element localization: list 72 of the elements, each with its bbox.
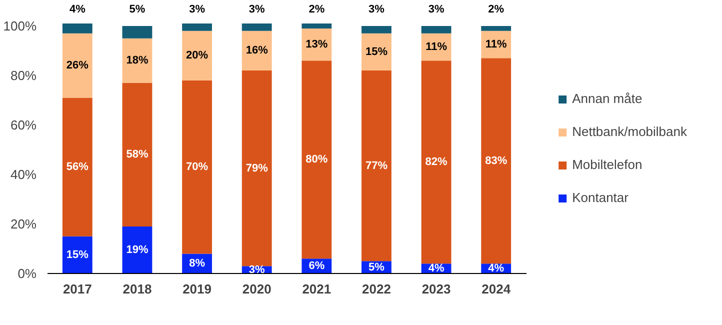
x-tick-label: 2020 <box>242 282 272 296</box>
bar <box>242 24 272 31</box>
data-label: 8% <box>189 258 206 270</box>
data-label: 11% <box>485 38 508 51</box>
data-label: 70% <box>186 161 208 174</box>
x-tick-label: 2019 <box>182 282 212 296</box>
data-label: 3% <box>248 264 266 276</box>
data-label: 58% <box>126 148 148 161</box>
bar <box>122 82 152 226</box>
legend-label: Kontantar <box>572 190 628 205</box>
x-tick-label: 2024 <box>482 282 512 296</box>
x-tick-label: 2023 <box>422 282 451 296</box>
legend-label: Mobiltelefon <box>572 157 642 172</box>
legend-label: Nettbank/mobilbank <box>572 124 687 139</box>
data-label: 3% <box>368 4 385 16</box>
data-label: 4% <box>488 262 504 275</box>
bar <box>182 30 212 80</box>
x-tick-label: 2018 <box>122 282 152 296</box>
y-tick-label: 80% <box>10 68 37 83</box>
data-label: 3% <box>428 4 444 16</box>
y-tick-label: 20% <box>10 216 37 232</box>
x-tick-label: 2021 <box>302 282 332 296</box>
bar <box>481 26 512 31</box>
y-tick-label: 40% <box>10 166 37 182</box>
y-tick-label: 60% <box>10 117 37 132</box>
data-label: 13% <box>306 38 328 51</box>
data-label: 4% <box>428 262 444 275</box>
bar <box>122 226 152 274</box>
bar <box>182 80 212 254</box>
bar <box>302 24 332 28</box>
bar <box>421 60 452 264</box>
legend-label: Annan måte <box>572 91 642 106</box>
data-label: 6% <box>308 260 325 272</box>
data-label: 83% <box>485 154 508 167</box>
data-label: 11% <box>426 41 448 54</box>
data-label: 16% <box>246 44 268 57</box>
bar <box>362 33 392 71</box>
data-label: 3% <box>189 4 206 16</box>
bar <box>122 26 152 38</box>
bar <box>362 70 392 262</box>
bar <box>421 26 452 34</box>
data-label: 2% <box>488 4 504 16</box>
data-label: 3% <box>248 4 266 16</box>
data-label: 82% <box>425 156 448 168</box>
bar <box>242 30 272 71</box>
data-label: 4% <box>69 4 86 16</box>
bar <box>481 58 512 264</box>
y-tick-label: 100% <box>3 18 37 34</box>
data-label: 79% <box>246 162 268 174</box>
data-label: 18% <box>126 54 148 67</box>
x-tick-label: 2022 <box>362 282 391 296</box>
x-tick-label: 2017 <box>62 282 92 296</box>
data-label: 77% <box>365 160 388 172</box>
data-label: 15% <box>66 248 89 261</box>
bar <box>62 24 92 34</box>
data-label: 2% <box>308 4 325 16</box>
bar <box>122 38 152 83</box>
bar <box>182 24 212 31</box>
data-label: 15% <box>365 46 388 58</box>
bar <box>62 98 92 236</box>
data-label: 5% <box>129 4 146 16</box>
bar <box>302 60 332 259</box>
data-label: 26% <box>66 60 89 72</box>
bar <box>242 70 272 266</box>
data-label: 5% <box>368 261 385 274</box>
bar <box>62 33 92 98</box>
data-label: 80% <box>306 154 328 166</box>
data-label: 19% <box>126 244 148 256</box>
bar <box>362 26 392 34</box>
data-label: 20% <box>186 50 208 62</box>
y-tick-label: 0% <box>18 266 37 281</box>
data-label: 56% <box>66 161 89 174</box>
